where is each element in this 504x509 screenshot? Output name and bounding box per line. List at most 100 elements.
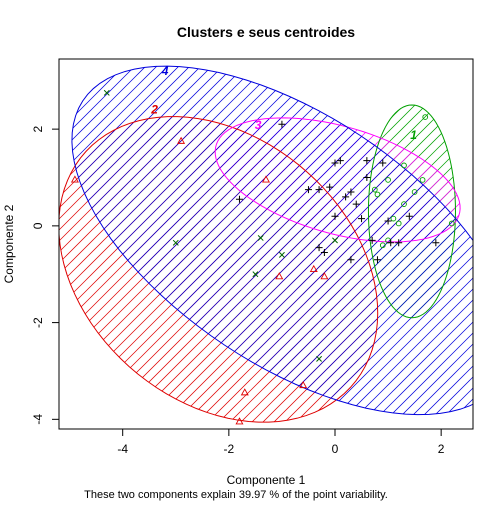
hatch-line — [191, 66, 473, 415]
hatch-line — [312, 66, 473, 415]
hatch-line — [59, 116, 268, 423]
hatch-line — [323, 117, 461, 242]
point-cluster-1 — [419, 177, 426, 183]
hatch-line — [379, 0, 504, 504]
y-axis: -4 -2 0 2 — [31, 125, 59, 425]
hatch-line — [215, 117, 455, 242]
hatch-line — [215, 117, 461, 242]
hatch-line — [444, 66, 473, 415]
x-tick-label: -2 — [224, 442, 235, 456]
point-cluster-1 — [395, 220, 402, 227]
hatch-line — [0, 0, 355, 504]
hatch-line — [345, 66, 473, 415]
hatch-line — [59, 116, 158, 423]
point-cluster-3 — [352, 200, 360, 208]
hatch-line — [378, 104, 456, 318]
hatch-line — [169, 66, 473, 415]
hatch-line — [71, 66, 202, 415]
hatch-line — [92, 66, 473, 415]
hatch-line — [489, 0, 504, 504]
hatch-line — [389, 104, 456, 318]
hatch-line — [59, 116, 180, 423]
hatch-line — [478, 0, 504, 504]
hatch-line — [136, 66, 473, 415]
points-layer — [70, 89, 455, 425]
point-cluster-3 — [336, 157, 344, 165]
hatch-line — [215, 117, 400, 242]
hatch-line — [114, 116, 378, 423]
hatch-line — [301, 117, 461, 242]
point-cluster-1 — [390, 215, 397, 222]
hatch-line — [59, 116, 246, 423]
point-cluster-3 — [363, 157, 371, 165]
point-cluster-4 — [316, 355, 323, 362]
hatch-line — [59, 116, 378, 423]
hatch-line — [180, 116, 378, 423]
point-cluster-1 — [374, 191, 381, 198]
point-cluster-1 — [385, 177, 391, 183]
hatch-line — [71, 66, 224, 415]
point-cluster-3 — [373, 256, 381, 264]
hatch-line — [71, 66, 180, 415]
point-cluster-3 — [315, 186, 323, 194]
hatch-line — [389, 117, 461, 242]
hatch-line — [59, 116, 378, 423]
hatch-line — [257, 116, 378, 423]
hatch-line — [215, 117, 444, 242]
cluster-label-1: 1 — [410, 128, 417, 142]
hatch-line — [71, 66, 473, 415]
hatch-line — [390, 0, 504, 504]
point-cluster-2 — [261, 175, 271, 183]
hatch-line — [367, 116, 378, 423]
point-cluster-3 — [387, 239, 395, 247]
hatch-line — [71, 66, 473, 415]
hatch-line — [0, 0, 113, 504]
hatch-line — [215, 117, 224, 242]
cluster-label-4: 4 — [161, 64, 169, 78]
hatch-line — [356, 66, 473, 415]
y-axis-label: Componente 2 — [2, 204, 16, 283]
hatch-line — [213, 66, 473, 415]
hatch-line — [59, 116, 378, 423]
x-tick-label: 2 — [438, 442, 445, 456]
point-cluster-4 — [172, 239, 179, 246]
hatch-line — [59, 116, 378, 423]
hatch-line — [489, 0, 504, 504]
hatch-line — [368, 104, 456, 318]
hatch-line — [334, 117, 461, 242]
hatch-line — [0, 0, 256, 504]
hatch-line — [389, 66, 473, 415]
hatch-line — [215, 117, 312, 242]
hatch-line — [0, 0, 234, 504]
ellipse-cluster-3 — [214, 117, 461, 243]
hatch-line — [235, 66, 473, 415]
hatch-line — [71, 66, 356, 415]
hatch-line — [312, 117, 461, 242]
hatch-line — [368, 104, 456, 318]
hatch-line — [71, 66, 455, 415]
hatch-line — [158, 66, 473, 415]
hatch-line — [215, 117, 268, 242]
hatch-line — [368, 104, 400, 318]
hatch-line — [71, 66, 114, 415]
point-cluster-3 — [278, 120, 286, 128]
hatch-line — [71, 66, 473, 415]
point-cluster-2 — [235, 417, 244, 425]
point-cluster-1 — [422, 114, 429, 120]
hatch-line — [59, 116, 345, 423]
hatch-line — [368, 104, 456, 318]
hatch-line — [0, 0, 201, 504]
hatch-line — [368, 104, 456, 318]
hatch-line — [136, 116, 378, 423]
point-cluster-3 — [347, 188, 355, 196]
hatch-line — [71, 66, 473, 415]
hatch-line — [279, 117, 461, 242]
hatch-line — [345, 116, 378, 423]
point-cluster-3 — [347, 256, 355, 264]
hatch-line — [0, 0, 157, 504]
point-cluster-3 — [363, 173, 371, 181]
y-tick-label: 0 — [31, 222, 45, 229]
